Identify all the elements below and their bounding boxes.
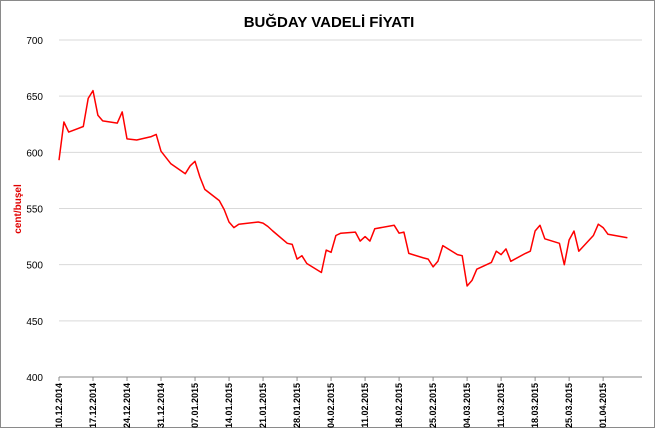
x-tick-label: 17.12.2014 (88, 383, 98, 428)
x-tick-label: 24.12.2014 (122, 383, 132, 428)
x-tick-label: 14.01.2015 (224, 383, 234, 428)
y-axis-ticks: 400 450 500 550 600 650 700 (26, 36, 43, 384)
y-tick-label: 700 (26, 36, 43, 47)
x-tick-label: 31.12.2014 (156, 383, 166, 428)
x-tick-label: 11.03.2015 (496, 383, 506, 428)
x-tick-label: 01.04.2015 (598, 383, 608, 428)
x-tick-label: 18.02.2015 (394, 383, 404, 428)
y-tick-label: 450 (26, 317, 43, 328)
x-tick-label: 25.02.2015 (428, 383, 438, 428)
x-tick-label: 28.01.2015 (292, 383, 302, 428)
x-tick-label: 25.03.2015 (564, 383, 574, 428)
x-tick-label: 10.12.2014 (54, 383, 64, 428)
x-tick-label: 04.03.2015 (462, 383, 472, 428)
y-tick-label: 400 (26, 373, 43, 384)
x-axis-ticks: 10.12.2014 17.12.2014 24.12.2014 31.12.2014… (54, 377, 608, 428)
chart-title: BUĞDAY VADELİ FİYATI (244, 13, 415, 31)
y-axis-label: cent/buşel (13, 184, 24, 234)
x-tick-label: 07.01.2015 (190, 383, 200, 428)
x-tick-label: 04.02.2015 (326, 383, 336, 428)
gridlines (59, 39, 642, 378)
y-tick-label: 650 (26, 92, 43, 103)
x-tick-label: 21.01.2015 (258, 383, 268, 428)
y-tick-label: 500 (26, 261, 43, 272)
x-tick-label: 11.02.2015 (360, 383, 370, 428)
series-layer (58, 89, 628, 287)
series-line-0 (58, 89, 628, 287)
x-tick-label: 18.03.2015 (530, 383, 540, 428)
y-tick-label: 600 (26, 148, 43, 159)
y-tick-label: 550 (26, 205, 43, 216)
